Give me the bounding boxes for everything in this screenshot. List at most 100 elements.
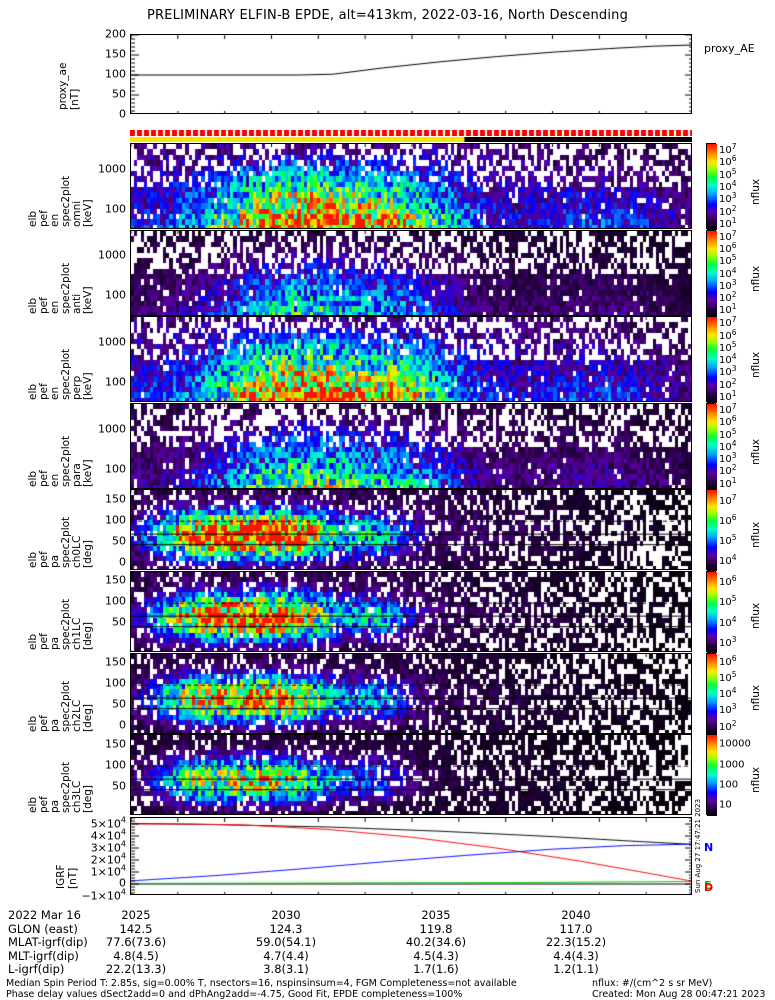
colorbar-7 <box>706 734 717 817</box>
spectrogram-ytick: 100 <box>105 594 126 608</box>
colorbar-label-7: nflux <box>750 766 762 793</box>
spectrogram-ylabel-line: elb <box>27 297 39 314</box>
colorbar-tick: 106 <box>719 154 737 169</box>
spectrogram-ylabel-line: elb <box>27 384 39 401</box>
colorbar-tick: 106 <box>719 327 737 342</box>
spectrogram-ylabel-line: pa <box>49 718 61 732</box>
spectrogram-ylabel-line: pef <box>38 210 50 227</box>
spectrogram-ylabel-line: spec2plot <box>60 262 72 314</box>
spectrogram-ylabel-line: [deg] <box>82 622 94 650</box>
colorbar-tick: 102 <box>719 463 737 478</box>
footnote-created: Created: Mon Aug 28 00:47:21 2023 <box>592 989 766 1000</box>
spectrogram-ytick: 100 <box>105 462 126 476</box>
colorbar-tick: 1000 <box>719 759 745 771</box>
spectrogram-ylabel-line: spec2plot <box>60 435 72 487</box>
colorbar-tick: 104 <box>719 685 737 701</box>
colorbar-tick: 101 <box>719 302 737 317</box>
spectrogram-ytick: 50 <box>112 779 126 793</box>
colorbar-label-4: nflux <box>750 521 762 548</box>
spectrogram-ylabel-line: [keV] <box>82 199 94 227</box>
bottom-table-value: 124.3 <box>269 921 303 936</box>
spectrogram-ylabel-line: perp <box>71 376 83 401</box>
colorbar-tick: 105 <box>719 426 737 441</box>
spectrogram-yticks-2: 1000 100 <box>82 316 126 402</box>
igrf-ytick: 0 <box>119 876 126 890</box>
igrf-ytick: −1×104 <box>81 887 126 903</box>
colorbar-tick: 102 <box>719 289 737 305</box>
spectrogram-panel-7 <box>130 734 692 816</box>
spectrogram-ylabel-line: pef <box>38 551 50 569</box>
bottom-table-value: 2040 <box>561 908 591 922</box>
spectrogram-ylabel-line: spec2plot <box>60 517 72 569</box>
colorbar-tick: 105 <box>719 532 737 548</box>
spectrogram-panel-3 <box>130 402 692 489</box>
bottom-table-value: 4.4(4.3) <box>553 948 599 963</box>
spectrogram-ylabel-line: pa <box>49 636 61 650</box>
proxy-ae-ytick: 150 <box>105 47 126 61</box>
bottom-table-value: 117.0 <box>559 921 593 936</box>
igrf-ylabel: IGRF <box>55 864 67 889</box>
igrf-legend-E: E <box>704 878 712 892</box>
bottom-table-value: 1.2(1.1) <box>553 962 599 976</box>
igrf-side-timestamp: Sun Aug 27 17:47:21 2023 <box>694 798 702 893</box>
igrf-ytick: 1×104 <box>90 863 126 879</box>
spectrogram-ylabel-line: ch0LC <box>71 536 83 569</box>
spectrogram-ytick: 100 <box>105 288 126 302</box>
igrf-ytick: 2×104 <box>90 851 126 867</box>
spectrogram-yticks-1: 1000 100 <box>82 230 126 316</box>
spectrogram-ylabel-line: [keV] <box>82 286 94 314</box>
colorbar-tick: 104 <box>719 438 737 453</box>
spectrogram-ylabel-line: pef <box>38 714 50 732</box>
spectrogram-ytick: 1000 <box>98 335 126 349</box>
colorbar-tick: 100 <box>719 779 739 791</box>
spectrogram-ylabel-line: pef <box>38 633 50 650</box>
spectrogram-ylabel-line: elb <box>27 470 39 487</box>
colorbar-label-6: nflux <box>750 684 762 711</box>
bottom-table-value: 2030 <box>271 908 301 922</box>
colorbar-tick: 105 <box>719 339 737 355</box>
colorbar-tick: 104 <box>719 614 737 629</box>
proxy-ae-ytick: 0 <box>119 107 126 121</box>
spectrogram-panel-4 <box>130 489 692 571</box>
bottom-table-value: 2025 <box>121 908 151 922</box>
spectrogram-ytick: 150 <box>105 737 126 750</box>
colorbar-tick: 101 <box>719 388 737 404</box>
colorbar-label-2: nflux <box>750 351 762 379</box>
colorbar-tick: 105 <box>719 253 737 268</box>
spectrogram-ylabel-line: elb <box>27 797 39 814</box>
proxy-ae-ylabel: proxy_ae <box>57 62 69 110</box>
spectrogram-ylabel-line: pef <box>38 469 50 487</box>
spectrogram-yticks-4: 150 100 50 0 <box>82 489 126 570</box>
spectrogram-ylabel-line: elb <box>27 552 39 569</box>
bottom-table-label: 2022 Mar 16 <box>8 908 81 922</box>
spectrogram-ylabel-line: spec2plot <box>60 175 72 227</box>
colorbar-label-3: nflux <box>750 438 762 465</box>
spectrogram-ylabel-line: elb <box>27 715 39 732</box>
spectrogram-ytick: 0 <box>119 718 126 732</box>
colorbar-6 <box>706 652 717 735</box>
spectrogram-yticks-0: 1000 100 <box>82 143 126 229</box>
spectrogram-ylabel-line: spec2plot <box>60 680 72 732</box>
colorbar-tick: 103 <box>719 702 737 717</box>
bottom-table-value: 22.3(15.2) <box>545 935 607 949</box>
bottom-table-value: 119.8 <box>419 921 453 936</box>
spectrogram-ylabel-line: ch1LC <box>71 617 83 650</box>
colorbar-tick: 102 <box>719 376 737 391</box>
colorbar-label-1: nflux <box>750 265 762 292</box>
spectrogram-yticks-6: 150 100 50 0 <box>82 653 126 734</box>
proxy-ae-ytick: 100 <box>105 67 126 81</box>
spectrogram-ylabel-line: para <box>71 462 83 487</box>
bottom-table-label: L-igrf(dip) <box>8 962 65 976</box>
igrf-legend-D: D <box>704 880 714 894</box>
colorbar-tick: 10 <box>719 799 732 811</box>
spectrogram-ytick: 100 <box>105 676 126 690</box>
colorbar-tick: 107 <box>719 141 737 157</box>
spectrogram-ytick: 0 <box>119 555 126 569</box>
bottom-table-value: 59.0(54.1) <box>255 935 317 949</box>
spectrogram-ytick: 50 <box>112 697 126 711</box>
bottom-table-label: GLON (east) <box>8 921 78 936</box>
footnote-line-1: Median Spin Period T: 2.85s, sig=0.00% T… <box>6 978 517 989</box>
spectrogram-ylabel-line: ch3LC <box>71 780 83 814</box>
bottom-table-value: 2035 <box>421 908 451 922</box>
bottom-table-label: MLT-igrf(dip) <box>8 948 79 963</box>
